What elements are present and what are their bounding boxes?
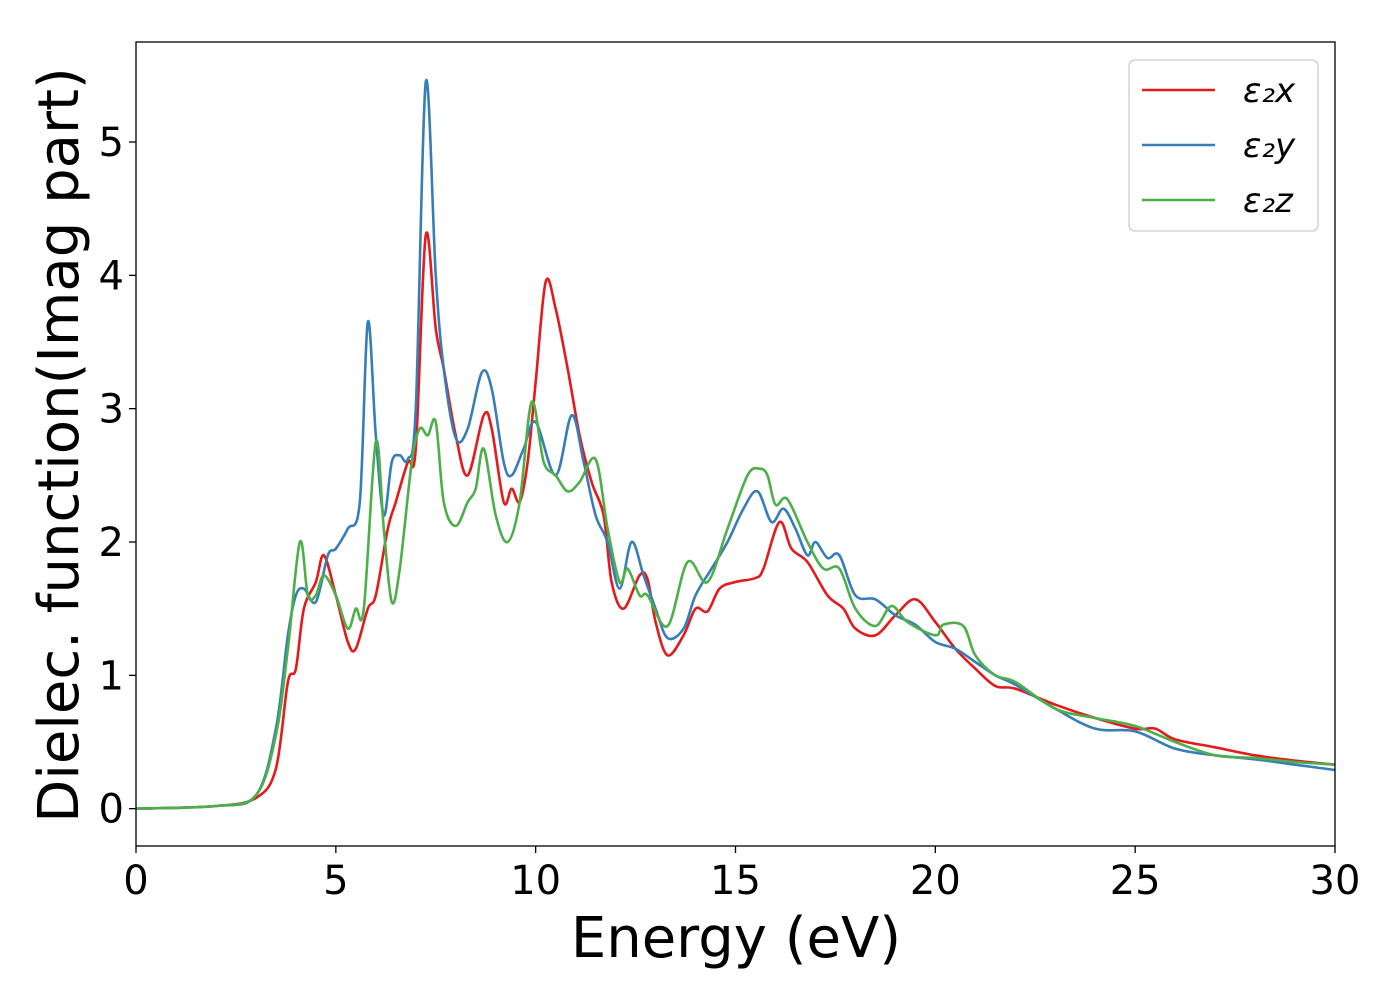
x-tick-label: 15	[710, 858, 761, 904]
y-tick-label: 5	[99, 120, 124, 166]
y-tick-label: 0	[99, 787, 124, 833]
legend-label: ε₂x	[1243, 71, 1296, 111]
y-axis-label: Dielec. function(Imag part)	[27, 67, 92, 823]
y-axis: 0 1 2 3 4 5	[99, 120, 136, 833]
series-line-x	[135, 231, 1336, 810]
legend: ε₂x ε₂y ε₂z	[1128, 59, 1319, 232]
x-tick-label: 0	[123, 858, 148, 904]
x-tick-label: 5	[323, 858, 348, 904]
y-tick-label: 1	[99, 653, 124, 699]
x-axis-label: Energy (eV)	[571, 906, 901, 971]
series-layer	[135, 78, 1336, 810]
legend-box	[1128, 59, 1319, 232]
x-tick-label: 10	[510, 858, 561, 904]
x-tick-label: 20	[910, 858, 961, 904]
y-tick-label: 4	[99, 253, 124, 299]
series-line-y	[135, 78, 1336, 810]
legend-label: ε₂z	[1243, 181, 1294, 221]
legend-label: ε₂y	[1243, 126, 1296, 166]
x-tick-label: 25	[1110, 858, 1161, 904]
x-axis: 0 5 10 15 20 25 30	[123, 846, 1360, 904]
x-tick-label: 30	[1310, 858, 1361, 904]
y-tick-label: 2	[99, 520, 124, 566]
y-tick-label: 3	[99, 387, 124, 433]
series-line-z	[135, 400, 1336, 810]
